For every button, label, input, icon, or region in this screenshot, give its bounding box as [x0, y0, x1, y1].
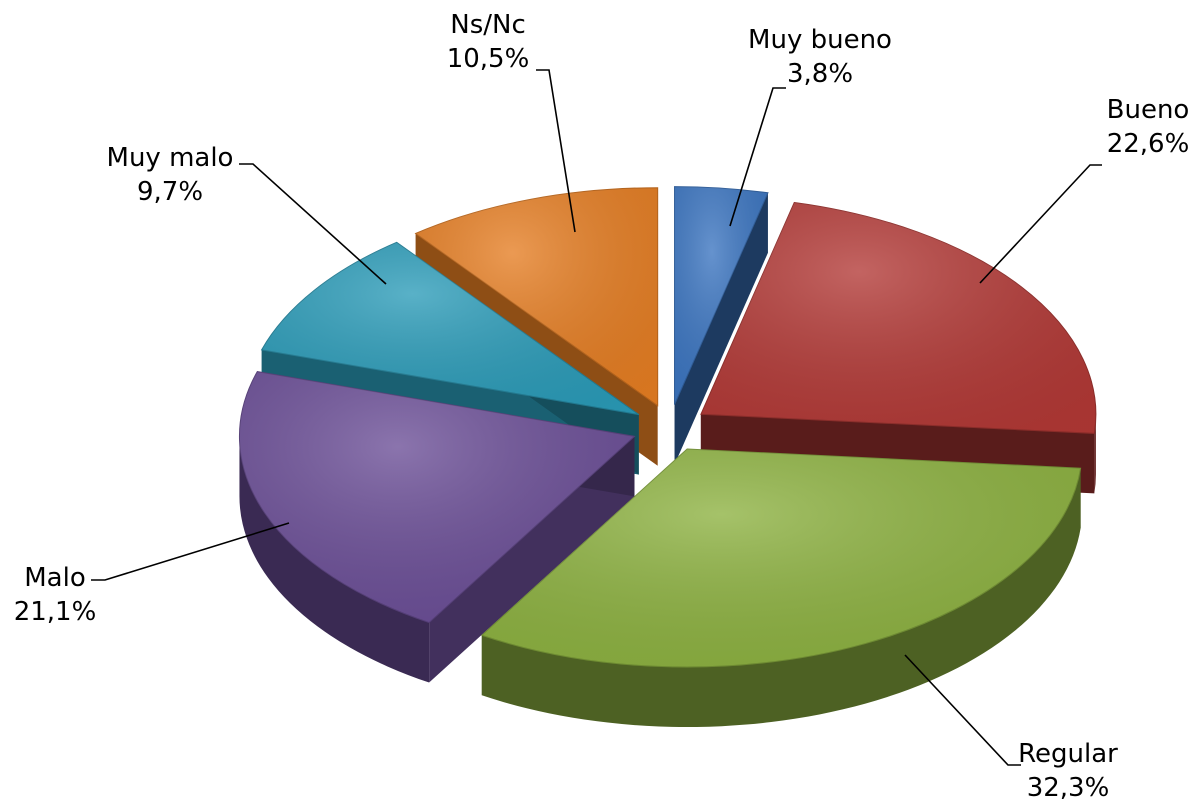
- slice-outer-wall: [481, 468, 1081, 728]
- leader-line-regular: [904, 654, 1021, 766]
- slice-value-ns-nc: 10,5%: [447, 44, 530, 74]
- slice-muy-bueno: [674, 186, 769, 465]
- slice-wall: [674, 192, 768, 465]
- slice-value-bueno: 22,6%: [1107, 129, 1190, 159]
- slice-gloss: [481, 449, 1081, 668]
- slice-label-muy-malo: Muy malo: [107, 143, 234, 173]
- leader-line-muy-malo: [239, 163, 387, 285]
- leader-line-ns-nc: [536, 69, 576, 233]
- slice-label-muy-bueno: Muy bueno: [748, 25, 892, 55]
- slice-regular: [480, 448, 1082, 728]
- leader-line-malo: [91, 522, 290, 581]
- leader-line-bueno: [979, 164, 1102, 284]
- slice-outer-wall: [1094, 414, 1096, 494]
- slice-gloss: [700, 202, 1096, 434]
- slice-gloss: [239, 371, 635, 623]
- slice-outer-wall: [239, 436, 430, 683]
- slices-layer: [238, 186, 1097, 728]
- slice-malo: [238, 371, 636, 683]
- slice-label-regular: Regular: [1018, 739, 1118, 769]
- slice-label-malo: Malo: [24, 563, 86, 593]
- slice-wall: [429, 436, 635, 683]
- slice-gloss: [261, 242, 639, 415]
- labels-layer: Muy bueno 3,8% Bueno 22,6% Regular 32,3% Malo 2…: [14, 10, 1190, 803]
- slice-value-malo: 21,1%: [14, 597, 97, 627]
- slice-value-muy-bueno: 3,8%: [787, 59, 853, 89]
- slice-value-regular: 32,3%: [1027, 773, 1110, 803]
- slice-gloss: [674, 186, 768, 405]
- slice-bueno: [700, 201, 1097, 494]
- slice-value-muy-malo: 9,7%: [137, 177, 203, 207]
- slice-gloss: [415, 187, 658, 406]
- slice-label-ns-nc: Ns/Nc: [450, 10, 526, 40]
- slice-label-bueno: Bueno: [1107, 95, 1190, 125]
- leader-line-muy-bueno: [729, 87, 786, 227]
